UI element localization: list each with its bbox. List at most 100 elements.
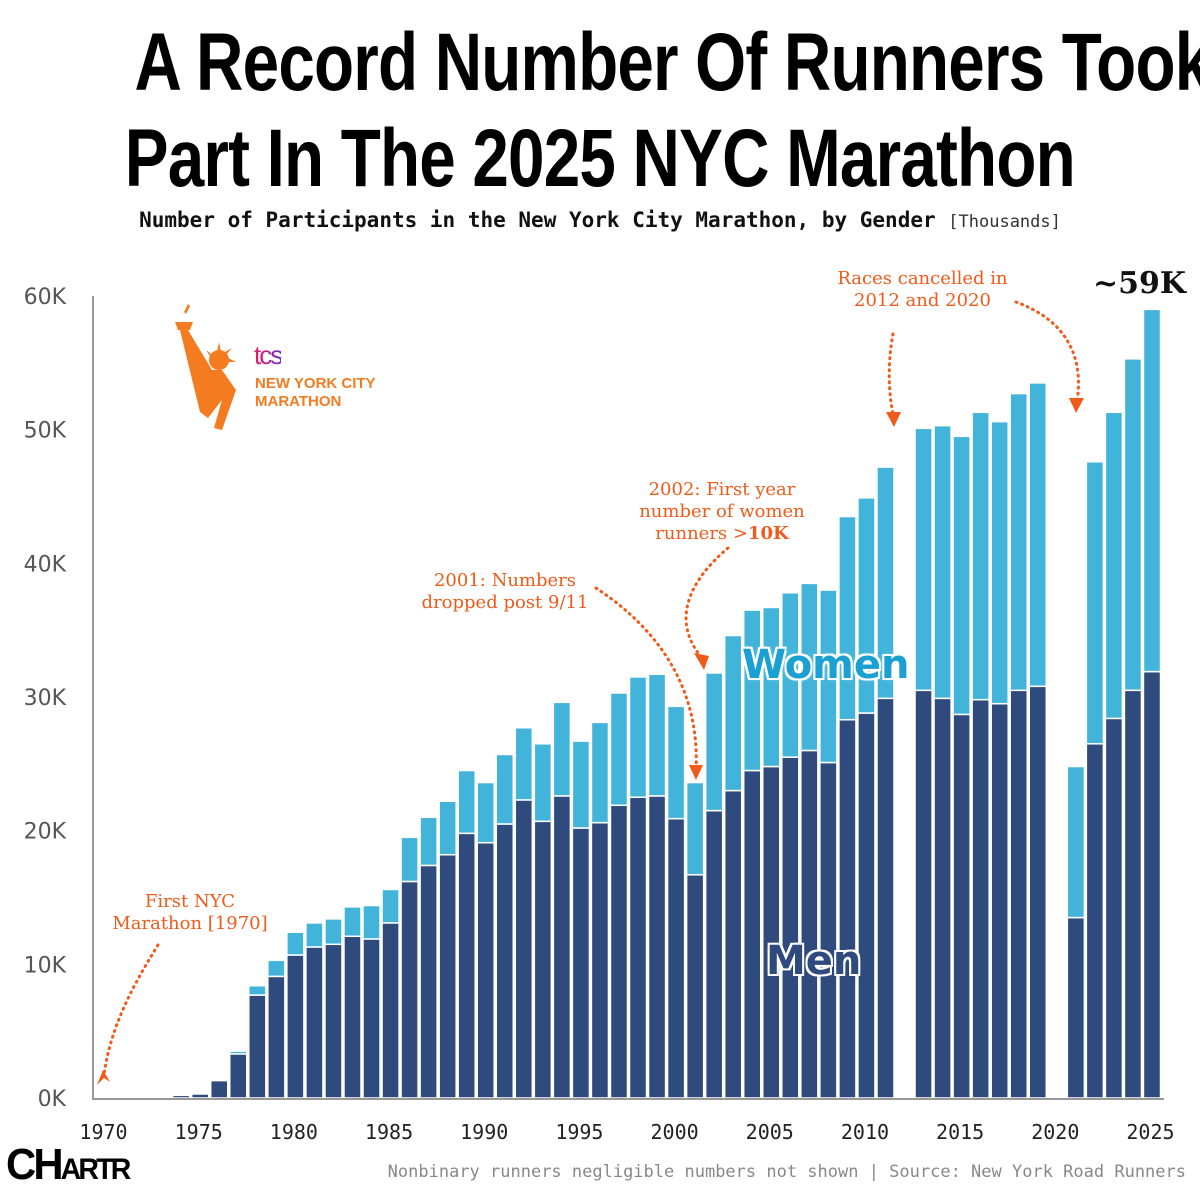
bar-women-1987 — [419, 816, 438, 867]
bar-women-1995 — [571, 740, 591, 829]
annotation-cancelled: Races cancelled in 2012 and 2020 — [837, 268, 1008, 311]
bar-women-1982 — [324, 918, 343, 946]
bar-women-1978 — [248, 984, 267, 996]
series-label-women: Women — [742, 642, 910, 688]
x-tick-label: 2015 — [936, 1120, 984, 1144]
y-tick-label: 30K — [24, 686, 67, 711]
tcs-statue-logo-icon — [175, 304, 236, 430]
bar-men-1987 — [419, 864, 438, 1099]
bar-women-2002 — [704, 672, 724, 812]
annotation-2002: 2002: First year number of women runners … — [639, 479, 805, 544]
bar-men-1970 — [95, 1095, 115, 1099]
bar-women-2019 — [1028, 382, 1048, 688]
bar-women-2007 — [800, 582, 819, 752]
bar-men-2023 — [1104, 717, 1124, 1099]
bar-men-1993 — [533, 820, 553, 1099]
x-tick-label: 2005 — [746, 1120, 794, 1144]
y-tick-label: 50K — [24, 419, 67, 444]
bar-men-1980 — [286, 954, 305, 1099]
chartr-logo: CHARTR — [6, 1140, 131, 1189]
bar-men-1985 — [381, 922, 400, 1099]
bar-women-2009 — [838, 515, 857, 721]
bar-men-2024 — [1123, 689, 1143, 1099]
x-tick-label: 2000 — [651, 1120, 699, 1144]
bar-men-2006 — [781, 756, 800, 1099]
x-tick-label: 1985 — [365, 1120, 413, 1144]
bar-women-2022 — [1085, 460, 1105, 745]
bar-men-2022 — [1085, 743, 1105, 1099]
bar-men-2010 — [857, 712, 876, 1099]
bar-men-2014 — [933, 697, 952, 1099]
bar-women-2004 — [742, 609, 762, 772]
bar-men-1978 — [248, 994, 267, 1099]
bar-men-2009 — [838, 718, 857, 1099]
bar-men-1979 — [267, 975, 286, 1099]
y-tick-label: 0K — [38, 1087, 67, 1112]
bar-women-1993 — [533, 743, 553, 823]
bar-men-1999 — [647, 795, 667, 1099]
bar-women-2013 — [914, 427, 933, 692]
x-tick-label: 1995 — [555, 1120, 603, 1144]
y-tick-labels: 0K 10K 20K 30K 40K 50K 60K — [24, 285, 67, 1112]
y-tick-label: 20K — [24, 820, 67, 845]
bar-men-2016 — [971, 698, 990, 1099]
arrow-2012 — [887, 332, 895, 416]
bar-women-2006 — [781, 591, 800, 758]
bar-women-2005 — [762, 606, 781, 768]
bar-men-2013 — [914, 689, 933, 1099]
bar-women-1980 — [286, 931, 305, 956]
y-tick-label: 40K — [24, 552, 67, 577]
bar-women-2021 — [1066, 765, 1086, 919]
series-label-men: Men — [766, 938, 862, 984]
bar-women-1992 — [514, 726, 534, 801]
bar-men-1998 — [628, 796, 648, 1099]
bar-men-1976 — [209, 1079, 229, 1099]
bar-women-2008 — [819, 589, 838, 764]
bar-men-2017 — [990, 702, 1009, 1099]
bar-men-2004 — [742, 769, 762, 1099]
bar-women-1989 — [457, 769, 476, 835]
logo-line-2: MARATHON — [255, 393, 342, 410]
bar-women-2018 — [1009, 392, 1029, 692]
bar-men-1982 — [324, 943, 343, 1099]
bar-men-1983 — [343, 935, 362, 1099]
bar-women-2000 — [666, 705, 686, 820]
bar-women-2016 — [971, 411, 990, 701]
bar-women-1998 — [628, 676, 648, 799]
bar-women-2017 — [990, 420, 1009, 705]
bar-men-2005 — [762, 765, 781, 1099]
tcs-logo: tcs — [254, 340, 283, 370]
bar-women-2001 — [685, 781, 705, 876]
bar-women-2015 — [952, 435, 971, 716]
bar-men-1977 — [229, 1053, 248, 1099]
bar-men-1975 — [190, 1093, 210, 1099]
bars-group — [95, 308, 1162, 1099]
bar-women-1981 — [305, 922, 324, 948]
bar-men-1991 — [495, 823, 515, 1099]
bar-women-2024 — [1123, 358, 1143, 692]
bar-women-2010 — [857, 497, 876, 714]
logo-line-1: NEW YORK CITY — [255, 375, 376, 392]
y-tick-label: 60K — [24, 285, 67, 310]
arrow-2002 — [684, 546, 730, 660]
title-line-1: A Record Number Of Runners Took — [134, 17, 1200, 108]
annotation-first-marathon: First NYC Marathon [1970] — [112, 891, 268, 934]
x-tick-label: 1990 — [460, 1120, 508, 1144]
bar-men-1989 — [457, 832, 476, 1099]
bar-women-1994 — [552, 701, 572, 797]
y-tick-label: 10K — [24, 953, 67, 978]
bar-men-1984 — [362, 938, 381, 1099]
bar-women-1986 — [400, 836, 419, 883]
x-tick-label: 1980 — [270, 1120, 318, 1144]
bar-men-2003 — [723, 789, 743, 1099]
arrowheads — [97, 398, 1084, 1085]
arrow-1970 — [102, 943, 160, 1077]
arrow-2020 — [1014, 300, 1080, 404]
bar-men-1988 — [438, 853, 457, 1099]
bar-men-2011 — [876, 697, 895, 1099]
x-tick-label: 1970 — [79, 1120, 127, 1144]
bar-women-1991 — [495, 753, 515, 825]
x-tick-label: 2025 — [1126, 1120, 1174, 1144]
bar-women-1984 — [362, 904, 381, 940]
